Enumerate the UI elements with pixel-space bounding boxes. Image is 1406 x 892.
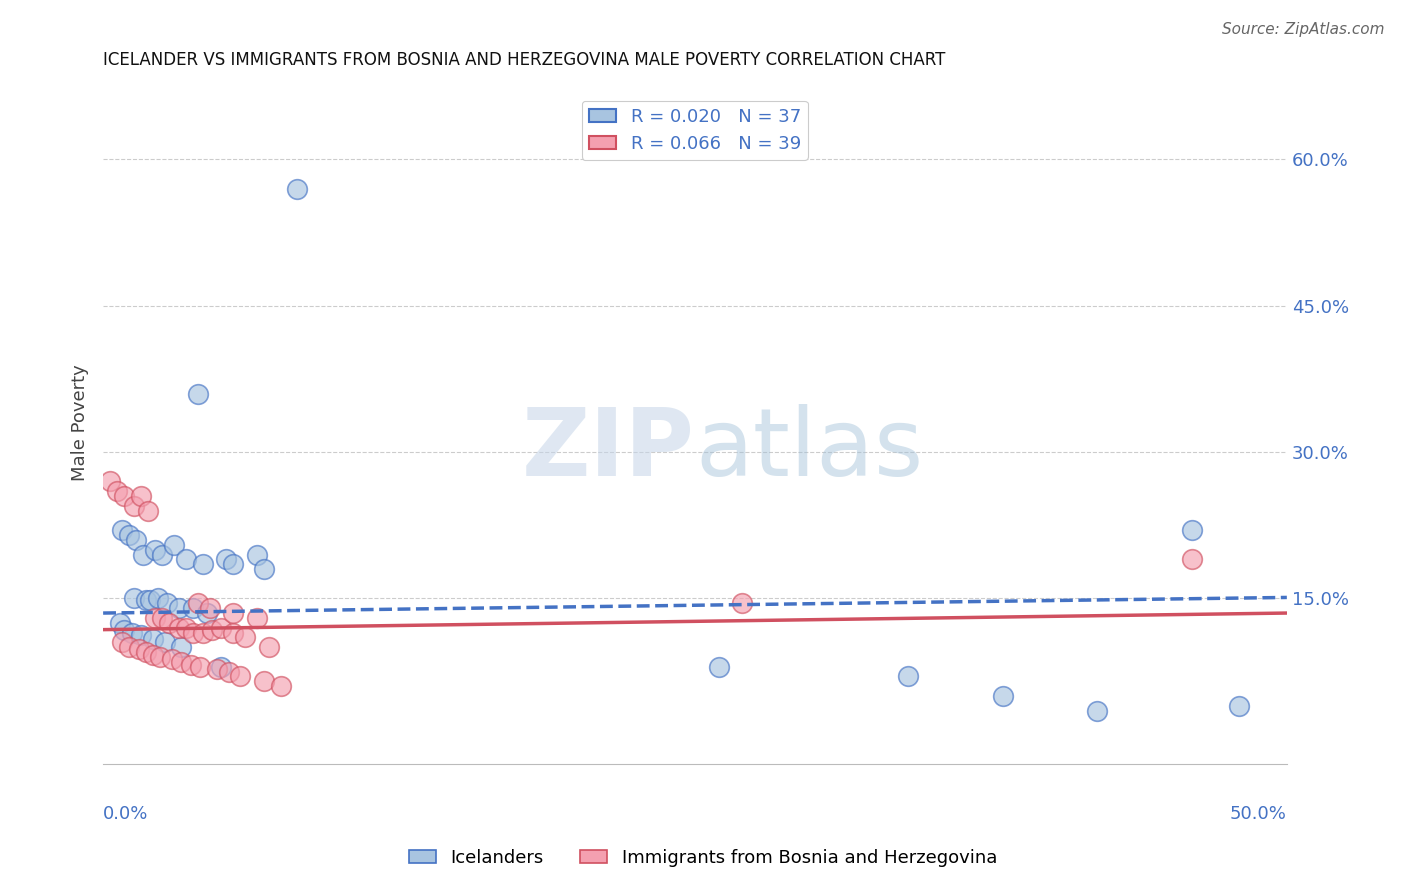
- Point: [191, 625, 214, 640]
- Point: [205, 662, 228, 676]
- Point: [105, 484, 128, 499]
- Point: [215, 552, 238, 566]
- Point: [218, 665, 240, 679]
- Point: [285, 182, 308, 196]
- Point: [121, 625, 143, 640]
- Point: [132, 548, 155, 562]
- Point: [270, 679, 292, 693]
- Point: [142, 648, 165, 662]
- Point: [118, 640, 141, 655]
- Point: [135, 593, 157, 607]
- Point: [108, 615, 131, 630]
- Point: [201, 623, 224, 637]
- Point: [136, 503, 159, 517]
- Legend: Icelanders, Immigrants from Bosnia and Herzegovina: Icelanders, Immigrants from Bosnia and H…: [402, 842, 1004, 874]
- Point: [1229, 698, 1251, 713]
- Text: 50.0%: 50.0%: [1230, 805, 1286, 823]
- Point: [153, 635, 176, 649]
- Point: [211, 621, 233, 635]
- Point: [198, 601, 221, 615]
- Point: [1181, 523, 1204, 537]
- Point: [122, 591, 145, 606]
- Point: [191, 558, 214, 572]
- Legend: R = 0.020   N = 37, R = 0.066   N = 39: R = 0.020 N = 37, R = 0.066 N = 39: [582, 101, 808, 160]
- Point: [170, 640, 193, 655]
- Point: [174, 621, 197, 635]
- Point: [128, 642, 150, 657]
- Point: [150, 611, 173, 625]
- Point: [143, 542, 166, 557]
- Point: [149, 649, 172, 664]
- Point: [180, 657, 202, 672]
- Y-axis label: Male Poverty: Male Poverty: [72, 365, 89, 481]
- Point: [991, 689, 1014, 703]
- Point: [111, 523, 134, 537]
- Point: [188, 659, 211, 673]
- Point: [129, 489, 152, 503]
- Text: atlas: atlas: [695, 404, 924, 496]
- Text: 0.0%: 0.0%: [103, 805, 149, 823]
- Point: [163, 538, 186, 552]
- Point: [222, 606, 245, 620]
- Point: [211, 659, 233, 673]
- Point: [157, 615, 180, 630]
- Point: [167, 601, 190, 615]
- Point: [135, 645, 157, 659]
- Point: [253, 562, 276, 576]
- Point: [143, 611, 166, 625]
- Point: [122, 499, 145, 513]
- Point: [246, 548, 269, 562]
- Point: [170, 655, 193, 669]
- Point: [257, 640, 280, 655]
- Point: [139, 593, 162, 607]
- Point: [222, 558, 245, 572]
- Point: [707, 659, 730, 673]
- Point: [897, 669, 920, 683]
- Point: [111, 635, 134, 649]
- Point: [222, 625, 245, 640]
- Point: [129, 628, 152, 642]
- Point: [98, 475, 121, 489]
- Point: [187, 386, 209, 401]
- Point: [142, 632, 165, 647]
- Point: [181, 601, 204, 615]
- Point: [156, 596, 179, 610]
- Point: [731, 596, 754, 610]
- Point: [167, 621, 190, 635]
- Point: [150, 548, 173, 562]
- Point: [187, 596, 209, 610]
- Point: [125, 533, 148, 547]
- Point: [1181, 552, 1204, 566]
- Point: [246, 611, 269, 625]
- Point: [118, 528, 141, 542]
- Point: [114, 623, 136, 637]
- Text: Source: ZipAtlas.com: Source: ZipAtlas.com: [1222, 22, 1385, 37]
- Point: [160, 652, 183, 666]
- Point: [114, 489, 136, 503]
- Point: [1087, 704, 1109, 718]
- Point: [195, 606, 218, 620]
- Point: [229, 669, 252, 683]
- Point: [181, 625, 204, 640]
- Point: [146, 591, 169, 606]
- Text: ICELANDER VS IMMIGRANTS FROM BOSNIA AND HERZEGOVINA MALE POVERTY CORRELATION CHA: ICELANDER VS IMMIGRANTS FROM BOSNIA AND …: [103, 51, 945, 69]
- Point: [233, 631, 256, 645]
- Point: [174, 552, 197, 566]
- Point: [253, 674, 276, 689]
- Text: ZIP: ZIP: [522, 404, 695, 496]
